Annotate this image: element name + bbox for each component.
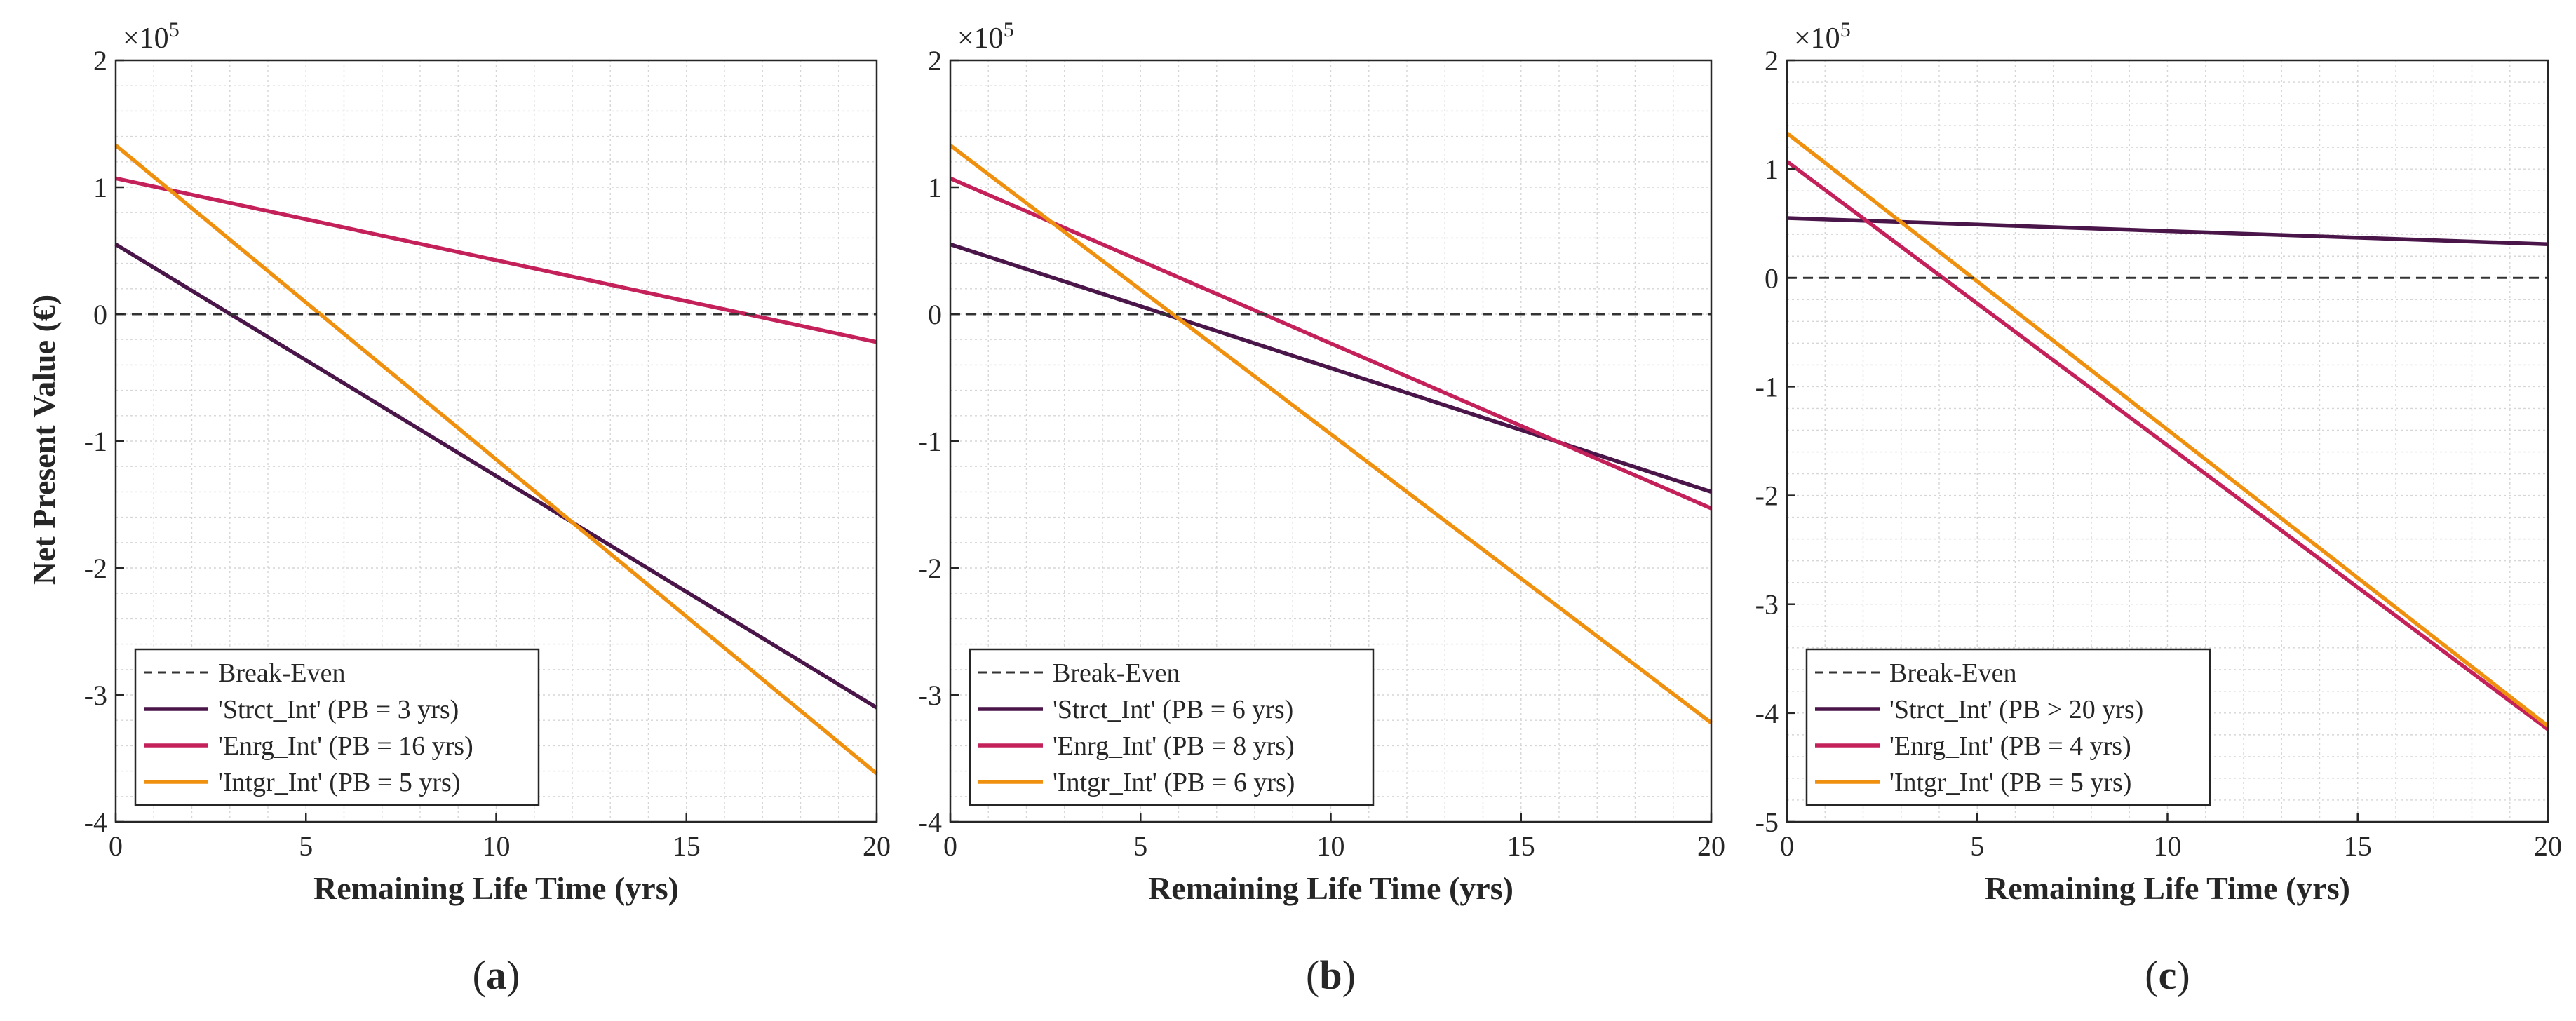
y-axis-label: Net Present Value (€) <box>26 295 62 585</box>
y-exponent-label: ×105 <box>957 18 1014 55</box>
chart-panel-3: 0 5 10 15 20 -5 -4 -3 -2 -1 0 1 2 ×105 Remaining Life … <box>1755 18 2562 998</box>
legend-entry-intgr: 'Intgr_Int' (PB = 5 yrs) <box>1889 768 2131 797</box>
y-tick-label: -5 <box>1755 806 1779 838</box>
x-tick-label: 15 <box>673 830 701 862</box>
y-tick-label: -4 <box>919 806 942 838</box>
x-axis-label: Remaining Life Time (yrs) <box>1148 870 1513 906</box>
x-tick-label: 20 <box>863 830 891 862</box>
y-tick-label: -2 <box>84 553 107 584</box>
x-tick-label: 0 <box>943 830 957 862</box>
y-tick-label: -1 <box>84 426 107 457</box>
legend-box <box>134 648 540 806</box>
legend-entry-intgr: 'Intgr_Int' (PB = 6 yrs) <box>1053 768 1295 797</box>
legend-entry-break_even: Break-Even <box>218 658 345 688</box>
y-tick-label: 1 <box>93 172 107 203</box>
y-tick-label: -1 <box>1755 371 1779 403</box>
y-tick-label: -2 <box>1755 480 1779 512</box>
legend: Break-Even 'Strct_Int' (PB > 20 yrs) 'Enrg… <box>1805 648 2211 806</box>
series-line-intgr <box>1786 131 2549 728</box>
series-line-enrg <box>949 176 1713 510</box>
series-line-intgr <box>949 144 1713 725</box>
y-tick-label: 0 <box>1765 262 1779 294</box>
legend-entry-enrg: 'Enrg_Int' (PB = 16 yrs) <box>218 731 473 761</box>
series-line-strct <box>114 243 878 710</box>
y-tick-label: 2 <box>1765 45 1779 76</box>
y-tick-label: 1 <box>928 172 942 203</box>
panel-label: (b) <box>1306 952 1356 998</box>
x-axis-label: Remaining Life Time (yrs) <box>1985 870 2350 906</box>
chart-panel-2: 0 5 10 15 20 -4 -3 -2 -1 0 1 2 ×105 Remaining Life Ti… <box>919 18 1725 998</box>
series-line-strct <box>950 242 1712 494</box>
x-tick-label: 10 <box>483 830 511 862</box>
legend-entry-enrg: 'Enrg_Int' (PB = 8 yrs) <box>1053 731 1295 761</box>
x-tick-label: 20 <box>1697 830 1725 862</box>
legend-box <box>1805 648 2211 806</box>
y-tick-label: -3 <box>84 679 107 711</box>
y-tick-label: -4 <box>1755 698 1779 729</box>
x-tick-label: 15 <box>2344 830 2372 862</box>
x-axis-label: Remaining Life Time (yrs) <box>313 870 679 906</box>
x-tick-label: 10 <box>2154 830 2182 862</box>
legend-entry-break_even: Break-Even <box>1889 658 2016 688</box>
legend-entry-strct: 'Strct_Int' (PB = 6 yrs) <box>1053 695 1293 724</box>
chart-panel-1: 0 5 10 15 20 -4 -3 -2 -1 0 1 2 ×105 Remaining Life Ti… <box>84 18 891 998</box>
y-tick-label: 1 <box>1765 154 1779 185</box>
x-tick-label: 0 <box>109 830 123 862</box>
y-tick-label: 2 <box>928 45 942 76</box>
legend-entry-break_even: Break-Even <box>1053 658 1180 688</box>
x-tick-label: 20 <box>2534 830 2562 862</box>
y-tick-label: -1 <box>919 426 942 457</box>
y-tick-label: 2 <box>93 45 107 76</box>
y-tick-label: 0 <box>93 299 107 330</box>
series-line-enrg <box>1786 160 2549 731</box>
legend: Break-Even 'Strct_Int' (PB = 3 yrs) 'Enrg_… <box>134 648 540 806</box>
x-tick-label: 5 <box>1970 830 1984 862</box>
panel-label: (a) <box>473 952 520 998</box>
x-tick-label: 10 <box>1317 830 1345 862</box>
legend: Break-Even 'Strct_Int' (PB = 6 yrs) 'Enrg_… <box>969 648 1375 806</box>
y-exponent-label: ×105 <box>123 18 180 55</box>
legend-box <box>969 648 1375 806</box>
x-tick-label: 5 <box>299 830 313 862</box>
y-tick-label: -3 <box>1755 589 1779 621</box>
series-line-intgr <box>114 144 878 776</box>
x-tick-label: 5 <box>1133 830 1147 862</box>
series-line-strct <box>1786 216 2549 246</box>
y-tick-label: 0 <box>928 299 942 330</box>
y-exponent-label: ×105 <box>1794 18 1851 55</box>
y-tick-label: -4 <box>84 806 107 838</box>
x-tick-label: 15 <box>1507 830 1535 862</box>
legend-entry-strct: 'Strct_Int' (PB > 20 yrs) <box>1889 695 2143 724</box>
legend-entry-enrg: 'Enrg_Int' (PB = 4 yrs) <box>1889 731 2131 761</box>
panel-label: (c) <box>2145 952 2190 998</box>
y-tick-label: -2 <box>919 553 942 584</box>
x-tick-label: 0 <box>1780 830 1794 862</box>
y-tick-label: -3 <box>919 679 942 711</box>
legend-entry-strct: 'Strct_Int' (PB = 3 yrs) <box>218 695 459 724</box>
legend-entry-intgr: 'Intgr_Int' (PB = 5 yrs) <box>218 768 460 797</box>
